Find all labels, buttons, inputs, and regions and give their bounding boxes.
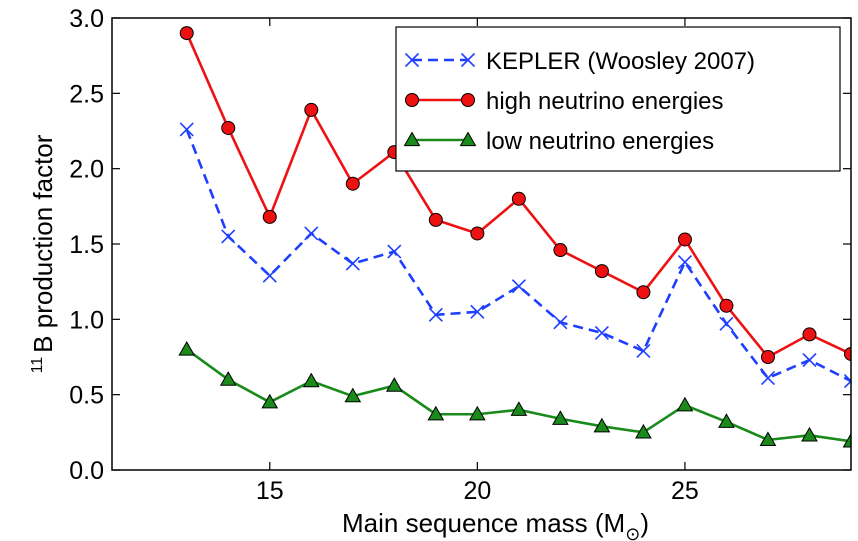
series-kepler-point: [553, 315, 568, 330]
legend-marker: [459, 131, 477, 147]
x-axis: 15 20 25: [256, 18, 699, 505]
series-high-point: [345, 176, 360, 191]
series-low-point: [468, 405, 486, 421]
y-axis-label: 11 B production factor: [28, 134, 58, 373]
x-axis-label-close: ): [640, 508, 649, 538]
series-low-point: [676, 396, 694, 412]
series-kepler-point: [843, 374, 851, 389]
series-high-point: [221, 120, 236, 135]
series-kepler-point: [221, 229, 236, 244]
series-low-point: [178, 340, 196, 356]
series-kepler-point: [179, 122, 194, 137]
series-kepler-point: [470, 304, 485, 319]
series-low-point: [385, 377, 403, 392]
series-kepler-point: [760, 371, 776, 386]
series-kepler-point: [511, 279, 526, 294]
series-low-point: [344, 387, 362, 403]
series-high-point: [428, 212, 443, 227]
series-kepler-point: [345, 256, 360, 271]
series-high-point: [262, 209, 277, 224]
y-tick-label: 2.5: [69, 80, 104, 108]
legend-label: high neutrino energies: [486, 88, 724, 115]
series-high-point: [553, 243, 568, 258]
series-kepler-point: [719, 316, 734, 331]
y-tick-label: 0.5: [69, 382, 104, 410]
y-tick-label: 3.0: [69, 5, 104, 33]
x-axis-label-main: Main sequence mass (M: [342, 508, 625, 538]
legend-label: KEPLER (Woosley 2007): [486, 48, 755, 75]
series-low: [178, 340, 851, 448]
x-axis-label-sub: ⊙: [625, 524, 640, 541]
series-high-point: [760, 350, 775, 364]
series-kepler-point: [387, 244, 402, 259]
legend-marker: [461, 93, 475, 107]
series-low-point: [219, 371, 237, 386]
series-low-point: [593, 417, 611, 433]
series-kepler: [179, 122, 851, 389]
series-high-point: [470, 226, 485, 241]
series-high-point: [304, 102, 319, 117]
series-low-point: [801, 426, 818, 442]
y-axis-label-sup: 11: [29, 357, 46, 374]
series-low-point: [261, 393, 279, 409]
series-low-point: [718, 413, 735, 428]
y-tick-label: 2.0: [69, 156, 104, 184]
series-high-point: [844, 346, 851, 361]
series-high-point: [511, 191, 526, 206]
legend-entry-low: low neutrino energies: [403, 128, 714, 155]
series-high-point: [594, 264, 609, 279]
y-tick-label: 1.0: [69, 306, 104, 334]
legend-label: low neutrino energies: [486, 128, 714, 155]
series-high-point: [179, 26, 194, 41]
series-low-point: [842, 432, 851, 448]
y-tick-label: 0.0: [69, 457, 104, 485]
x-axis-label: Main sequence mass (M⊙): [342, 508, 649, 541]
legend-marker: [405, 93, 419, 107]
series-kepler-point: [636, 343, 651, 359]
legend-marker: [404, 52, 420, 68]
series-layer: [178, 26, 851, 448]
series-low-point: [635, 423, 652, 439]
series-kepler-line: [185, 129, 851, 383]
series-low-point: [759, 431, 777, 446]
x-tick-label: 20: [463, 477, 491, 505]
series-low-point: [427, 405, 445, 421]
series-kepler-point: [677, 255, 692, 270]
series-kepler-point: [802, 352, 817, 368]
series-low-point: [302, 372, 320, 388]
series-kepler-point: [594, 325, 609, 340]
series-kepler-point: [428, 307, 443, 322]
legend-marker: [403, 131, 421, 147]
x-tick-label: 25: [671, 477, 699, 505]
legend-entry-kepler: KEPLER (Woosley 2007): [404, 48, 755, 75]
series-low-point: [510, 401, 528, 416]
x-tick-label: 15: [256, 477, 284, 505]
series-high-point: [636, 285, 651, 300]
series-high-point: [802, 327, 817, 342]
series-high-point: [719, 298, 734, 313]
y-tick-label: 1.5: [69, 231, 104, 259]
series-low-line: [185, 348, 851, 443]
series-low-point: [552, 410, 569, 425]
series-high-point: [677, 232, 692, 247]
series-kepler-point: [304, 226, 319, 241]
legend: KEPLER (Woosley 2007) high neutrino energ…: [395, 26, 841, 172]
legend-entry-high: high neutrino energies: [405, 88, 724, 115]
y-axis: 0.0 0.5 1.0 1.5 2.0 2.5 3.0: [69, 5, 851, 485]
y-axis-label-main: B production factor: [28, 134, 58, 353]
legend-marker: [460, 52, 476, 68]
series-kepler-point: [262, 268, 277, 283]
